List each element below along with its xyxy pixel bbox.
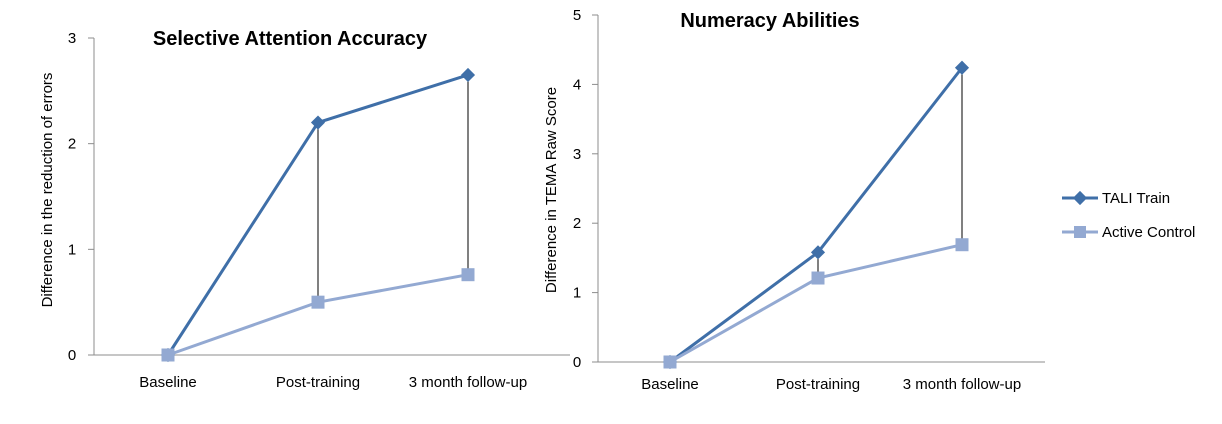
y-tick-label: 2 <box>573 215 581 232</box>
data-point-diamond <box>954 60 970 75</box>
data-point-square <box>663 355 677 369</box>
data-point-diamond <box>310 115 326 130</box>
y-tick-label: 4 <box>573 76 581 93</box>
chart-title: Numeracy Abilities <box>680 10 859 32</box>
x-tick-label: Baseline <box>139 374 197 391</box>
legend-label: Active Control <box>1102 224 1195 241</box>
x-tick-label: Post-training <box>276 374 360 391</box>
data-point-square <box>955 238 969 252</box>
x-tick-label: Post-training <box>776 376 860 393</box>
legend-item-tali-train: TALI Train <box>1062 190 1170 207</box>
legend-item-active-control: Active Control <box>1062 224 1195 241</box>
data-point-square <box>461 268 475 282</box>
legend-marker-diamond <box>1072 190 1088 206</box>
y-tick-label: 3 <box>573 146 581 163</box>
legend-marker-square <box>1074 226 1086 238</box>
x-tick-label: 3 month follow-up <box>409 374 527 391</box>
data-point-square <box>811 271 825 285</box>
y-tick-label: 0 <box>573 354 581 371</box>
y-axis-title: Difference in TEMA Raw Score <box>543 87 560 293</box>
legend: TALI Train Active Control <box>1062 190 1195 241</box>
x-tick-label: 3 month follow-up <box>903 376 1021 393</box>
legend-label: TALI Train <box>1102 190 1170 207</box>
data-point-diamond <box>810 245 826 260</box>
data-point-diamond <box>460 67 476 83</box>
data-point-square <box>311 295 325 309</box>
x-tick-label: Baseline <box>641 376 699 393</box>
y-tick-label: 2 <box>68 136 76 153</box>
y-tick-label: 1 <box>68 241 76 258</box>
y-tick-label: 5 <box>573 7 581 24</box>
chart-selective-attention: Selective Attention Accuracy Difference … <box>39 28 570 391</box>
y-tick-label: 1 <box>573 285 581 302</box>
y-axis-title: Difference in the reduction of errors <box>39 73 56 308</box>
series-line-active-control <box>669 243 963 364</box>
series-line-tali-train <box>669 66 964 364</box>
y-tick-label: 0 <box>68 347 76 364</box>
chart-numeracy-abilities: Numeracy Abilities Difference in TEMA Ra… <box>543 7 1045 393</box>
data-point-square <box>161 348 175 362</box>
y-tick-label: 3 <box>68 30 76 47</box>
chart-title: Selective Attention Accuracy <box>153 28 428 50</box>
